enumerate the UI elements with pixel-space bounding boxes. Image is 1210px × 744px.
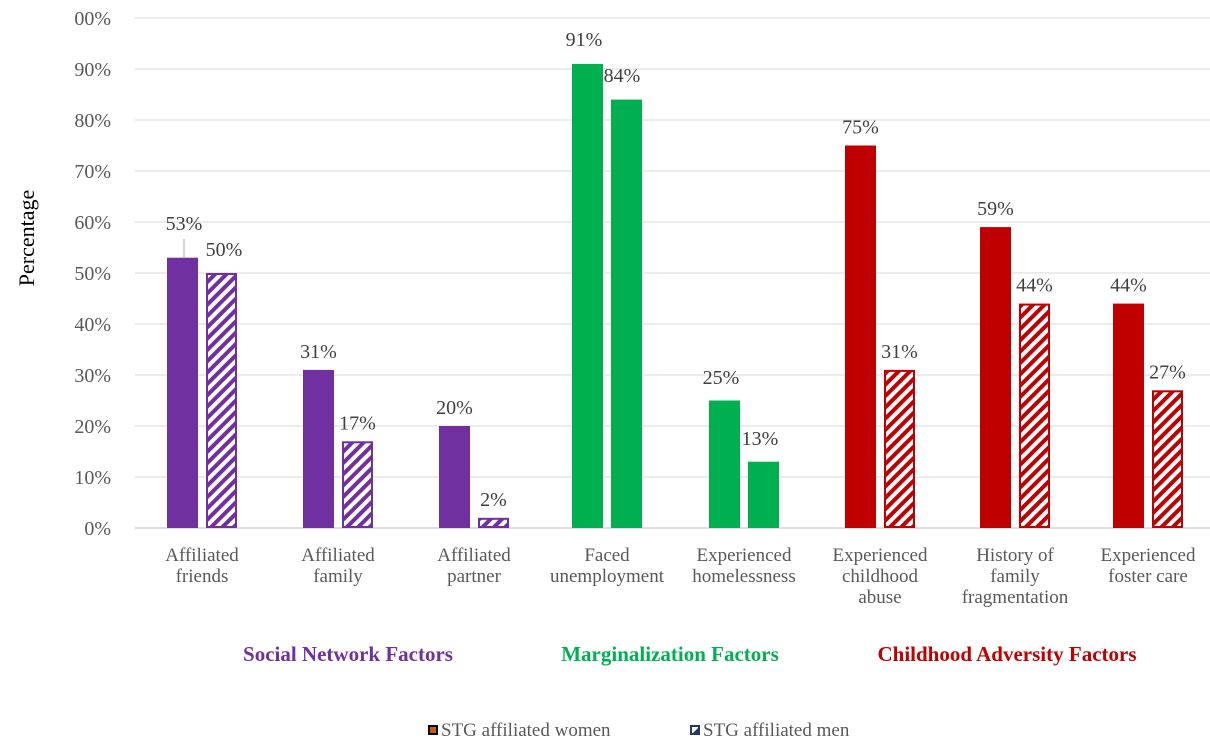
data-label-women: 59%	[977, 198, 1014, 220]
data-label-men: 17%	[339, 412, 376, 434]
bar-women	[1113, 303, 1144, 528]
legend-label-men: STG affiliated men	[703, 720, 850, 741]
bar-women	[572, 63, 603, 529]
data-label-men: 27%	[1149, 361, 1186, 383]
category-label: Affiliated	[165, 545, 239, 566]
data-label-men: 31%	[881, 341, 918, 363]
category-label: Affiliated	[437, 545, 511, 566]
data-label-women: 91%	[566, 29, 603, 51]
category-label: fragmentation	[962, 587, 1069, 608]
category-label: Experienced	[833, 545, 928, 566]
data-label-men: 13%	[742, 428, 779, 450]
category-label: family	[313, 566, 363, 587]
data-label-men: 50%	[206, 239, 243, 261]
y-tick-label: 90%	[74, 59, 111, 81]
bar-women	[980, 227, 1011, 528]
data-label-women: 44%	[1110, 275, 1147, 297]
category-label: Affiliated	[301, 545, 375, 566]
y-tick-label: 60%	[74, 212, 111, 234]
bar-women	[439, 426, 470, 528]
legend: STG affiliated women STG affiliated men	[428, 720, 850, 741]
y-tick-label: 00%	[74, 8, 111, 30]
data-label-men: 84%	[604, 65, 641, 87]
y-tick-label: 10%	[74, 467, 111, 489]
bar-men	[342, 441, 373, 528]
group-label-marginalization: Marginalization Factors	[561, 642, 779, 666]
category-label: partner	[447, 566, 501, 587]
bar-women	[845, 145, 876, 528]
category-labels: AffiliatedfriendsAffiliatedfamilyAffilia…	[165, 545, 1196, 608]
bar-men	[478, 517, 509, 528]
category-label: Experienced	[697, 545, 792, 566]
category-label: unemployment	[550, 566, 665, 587]
category-label: foster care	[1108, 566, 1188, 587]
y-tick-label: 40%	[74, 314, 111, 336]
bar-men	[748, 461, 779, 528]
y-tick-label: 80%	[74, 110, 111, 132]
data-label-men: 2%	[480, 489, 507, 511]
category-label: History of	[976, 545, 1054, 566]
bar-men	[1152, 390, 1183, 528]
group-label-social-network: Social Network Factors	[243, 642, 453, 666]
category-label: Experienced	[1101, 545, 1196, 566]
data-label-women: 25%	[703, 367, 740, 389]
category-label: abuse	[858, 587, 901, 608]
legend-label-women: STG affiliated women	[441, 720, 611, 741]
data-label-women: 75%	[842, 117, 879, 139]
data-label-women: 31%	[300, 341, 337, 363]
y-tick-label: 50%	[74, 263, 111, 285]
data-label-men: 44%	[1016, 275, 1053, 297]
bar-men	[884, 369, 915, 528]
data-label-women: 20%	[436, 397, 473, 419]
data-labels: 53%50% 31% 17% 20% 2% 91%84% 25% 13% 75% 31% 59% 44…	[166, 29, 1186, 511]
category-label: Faced	[584, 545, 630, 566]
bars	[167, 63, 1183, 529]
y-axis-label: Percentage	[14, 190, 39, 287]
y-tick-label: 70%	[74, 161, 111, 183]
y-axis-ticks: 0% 10% 20% 30% 40% 50% 60% 70% 80% 90% 00%	[74, 8, 111, 540]
category-label: friends	[176, 566, 229, 587]
group-label-childhood-adversity: Childhood Adversity Factors	[877, 642, 1136, 666]
category-label: homelessness	[692, 566, 795, 587]
bar-women	[709, 400, 740, 528]
y-tick-label: 30%	[74, 365, 111, 387]
y-tick-label: 20%	[74, 416, 111, 438]
bar-men	[1019, 303, 1050, 528]
category-label: childhood	[842, 566, 918, 587]
bar-women	[167, 257, 198, 528]
bar-men	[206, 273, 237, 528]
data-label-women: 53%	[166, 213, 203, 235]
bar-men	[611, 99, 642, 528]
bar-women	[303, 369, 334, 528]
y-tick-label: 0%	[84, 518, 111, 540]
category-label: family	[990, 566, 1040, 587]
